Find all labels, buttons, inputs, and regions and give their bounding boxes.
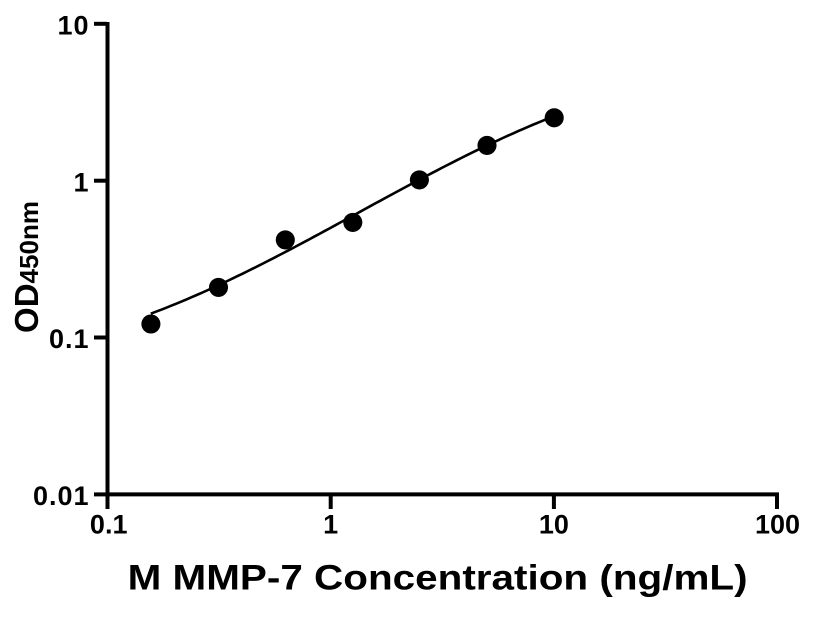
svg-text:1: 1 xyxy=(323,510,338,540)
svg-text:0.1: 0.1 xyxy=(90,510,128,540)
svg-text:10: 10 xyxy=(539,510,569,540)
svg-text:0.01: 0.01 xyxy=(33,481,90,511)
svg-text:OD450nm: OD450nm xyxy=(8,201,45,333)
svg-text:10: 10 xyxy=(57,10,89,40)
svg-text:100: 100 xyxy=(755,510,800,540)
svg-text:M MMP-7 Concentration (ng/mL): M MMP-7 Concentration (ng/mL) xyxy=(128,559,748,598)
svg-text:0.1: 0.1 xyxy=(49,324,90,354)
svg-text:1: 1 xyxy=(73,167,89,197)
